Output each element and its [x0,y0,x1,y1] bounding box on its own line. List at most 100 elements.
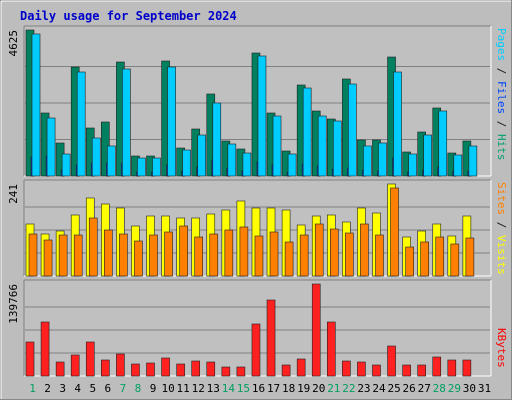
chart-panels: 4625 Pages / Files / Hits 241 Sites / Visit… [7,25,508,377]
bar-kbytes-day-14 [221,366,231,377]
bar-pages-day-12 [197,134,207,177]
bar-kbytes-day-1 [25,341,35,377]
bar-pages-day-13 [212,102,222,177]
x-tick-label-29: 29 [448,382,461,395]
bar-pages-day-3 [61,153,71,177]
legend-entry: KBytes [495,328,508,368]
bar-sites-day-10 [164,231,173,277]
bar-sites-day-14 [224,229,234,277]
bar-sites-day-24 [375,234,384,277]
bar-pages-day-21 [332,120,342,177]
bar-kbytes-day-19 [296,358,306,377]
x-tick-label-10: 10 [161,382,174,395]
x-tick-label-14: 14 [222,382,236,395]
bar-sites-day-2 [43,239,53,277]
legend-entry: Files [495,81,508,114]
bar-kbytes-day-24 [372,364,381,377]
bar-sites-day-22 [345,232,354,277]
bar-sites-day-25 [390,187,399,277]
bar-kbytes-day-6 [101,359,110,377]
bar-sites-day-13 [209,233,219,277]
legend: Pages / Files / Hits [495,28,508,161]
x-tick-label-9: 9 [150,382,157,395]
legend: Sites / Visits [495,182,508,275]
bar-pages-day-9 [152,157,161,177]
bar-pages-day-27 [423,134,432,177]
x-tick-label-6: 6 [105,382,112,395]
legend: KBytes [495,328,508,368]
legend-entry: Visits [495,235,508,275]
bar-sites-day-18 [284,241,294,277]
bar-pages-day-4 [76,71,86,177]
bar-pages-day-26 [408,153,417,177]
bar-pages-day-6 [107,145,116,177]
bar-pages-day-8 [137,157,146,177]
x-tick-label-4: 4 [74,382,81,395]
bar-sites-day-29 [450,243,460,277]
bar-pages-day-18 [287,153,297,177]
bar-kbytes-day-8 [131,363,140,377]
bar-sites-day-28 [435,236,445,277]
legend-entry: Hits [495,134,508,161]
bar-kbytes-day-23 [357,361,366,377]
x-tick-label-5: 5 [89,382,96,395]
x-tick-label-22: 22 [342,382,355,395]
x-tick-label-21: 21 [327,382,340,395]
bar-sites-day-3 [58,234,68,277]
bar-kbytes-day-26 [402,364,411,377]
bar-sites-day-16 [254,235,264,277]
legend-entry: / [495,114,508,134]
y-max-label: 4625 [7,30,20,57]
x-tick-label-8: 8 [135,382,142,395]
bar-pages-day-7 [122,68,131,177]
x-tick-label-12: 12 [192,382,205,395]
x-tick-label-24: 24 [372,382,386,395]
x-axis-labels: 1 2 3 4 5 6 7 8 9 10 11 12 13 14 15 16 17 18 19 20 21 22 23 24 2… [29,382,491,395]
x-tick-label-23: 23 [357,382,370,395]
bar-kbytes-day-30 [462,359,472,377]
bar-pages-day-15 [242,152,252,177]
bar-pages-day-23 [363,145,372,177]
bar-pages-day-22 [348,83,357,177]
bar-kbytes-day-9 [146,362,155,377]
bar-sites-day-4 [73,234,83,277]
bar-sites-day-20 [314,223,324,277]
bar-kbytes-day-2 [40,321,50,377]
bar-pages-day-10 [167,66,176,177]
bar-sites-day-5 [88,217,98,277]
x-tick-label-30: 30 [463,382,476,395]
x-tick-label-25: 25 [387,382,400,395]
bar-kbytes-day-13 [206,361,216,377]
x-tick-label-19: 19 [297,382,310,395]
bar-pages-day-20 [317,115,327,177]
bar-kbytes-day-21 [326,321,336,377]
bar-pages-day-5 [91,137,101,177]
bar-kbytes-day-18 [281,364,291,377]
y-max-label: 241 [7,184,20,204]
bar-kbytes-day-3 [55,361,65,377]
chart-title: Daily usage for September 2024 [20,9,237,23]
bar-sites-day-17 [269,231,279,277]
bar-sites-day-1 [28,233,38,277]
bar-sites-day-12 [194,236,204,277]
bar-pages-day-25 [393,71,402,177]
x-tick-label-1: 1 [29,382,36,395]
bar-kbytes-day-27 [417,364,426,377]
bar-pages-day-14 [227,143,237,177]
bar-kbytes-day-22 [342,360,351,377]
y-max-label: 139766 [7,284,20,324]
legend-entry: Pages [495,28,508,61]
bar-sites-day-8 [134,240,143,277]
bar-kbytes-day-29 [447,359,457,377]
legend-entry: / [495,61,508,81]
bar-kbytes-day-28 [432,356,442,377]
x-tick-label-27: 27 [418,382,431,395]
bar-kbytes-day-16 [251,323,261,377]
bar-kbytes-day-5 [85,341,95,377]
legend-entry: Sites [495,182,508,215]
panel-kbytes: 139766 KBytes [7,279,508,377]
bar-kbytes-day-11 [176,363,185,377]
panel-hits: 4625 Pages / Files / Hits [7,25,508,177]
x-tick-label-17: 17 [267,382,280,395]
x-tick-label-20: 20 [312,382,325,395]
